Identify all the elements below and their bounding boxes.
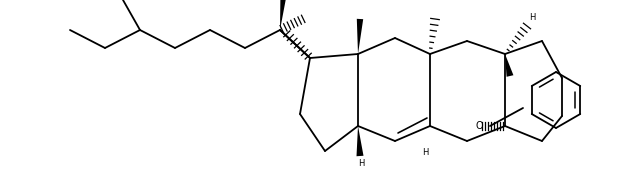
Polygon shape bbox=[357, 19, 363, 54]
Text: O: O bbox=[475, 121, 483, 131]
Polygon shape bbox=[280, 0, 288, 30]
Text: H: H bbox=[529, 13, 536, 22]
Polygon shape bbox=[505, 54, 514, 77]
Polygon shape bbox=[357, 126, 364, 156]
Text: H: H bbox=[358, 159, 364, 168]
Text: H: H bbox=[422, 148, 428, 157]
